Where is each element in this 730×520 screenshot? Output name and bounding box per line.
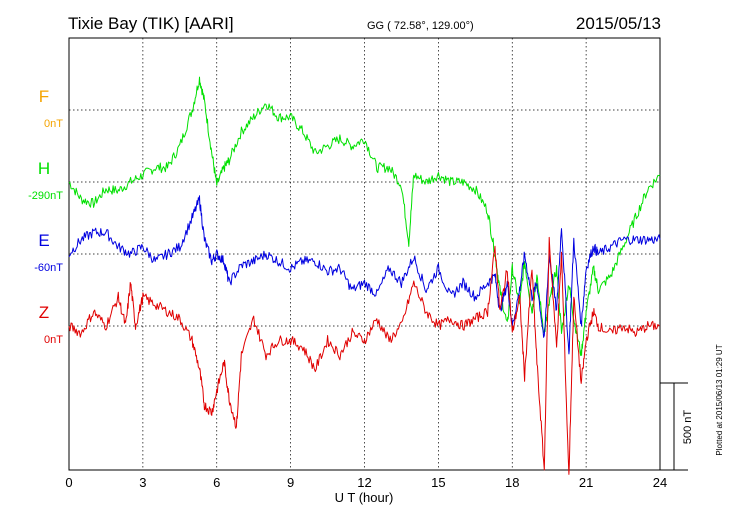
x-tick-label-21: 21: [579, 475, 593, 490]
x-tick-label-6: 6: [213, 475, 220, 490]
series-line-z: [68, 236, 661, 475]
component-name-h: H: [38, 159, 50, 178]
x-tick-label-18: 18: [505, 475, 519, 490]
baseline-label-e: -60nT: [34, 262, 63, 274]
date-label: 2015/05/13: [576, 14, 661, 33]
x-tick-label-9: 9: [287, 475, 294, 490]
series-line-e: [68, 195, 661, 355]
coordinates-label: GG ( 72.58°, 129.00°): [367, 20, 474, 32]
x-tick-label-0: 0: [65, 475, 72, 490]
grid-lines: [68, 38, 661, 470]
plot-frame: [68, 37, 661, 471]
x-tick-labels: 0 3 6 9 12 15 18 21 24: [65, 475, 667, 490]
baseline-label-h: -290nT: [28, 190, 63, 202]
series-lines: [68, 76, 661, 475]
x-tick-label-24: 24: [653, 475, 667, 490]
scale-bar-label: 500 nT: [682, 410, 694, 445]
x-tick-label-12: 12: [357, 475, 371, 490]
scale-bar: 500 nT: [660, 382, 694, 471]
x-tick-label-3: 3: [139, 475, 146, 490]
baseline-label-z: 0nT: [44, 334, 63, 346]
series-line-h: [68, 76, 661, 356]
component-name-f: F: [39, 87, 49, 106]
component-name-e: E: [38, 231, 49, 250]
x-tick-label-15: 15: [431, 475, 445, 490]
station-title: Tixie Bay (TIK) [AARI]: [68, 14, 234, 33]
component-labels: F 0nT H -290nT E -60nT Z 0nT: [28, 87, 63, 346]
x-axis-label: U T (hour): [335, 490, 394, 505]
component-name-z: Z: [39, 303, 49, 322]
baseline-label-f: 0nT: [44, 118, 63, 130]
plotted-note: Plotted at 2015/06/13 01:29 UT: [715, 344, 724, 455]
